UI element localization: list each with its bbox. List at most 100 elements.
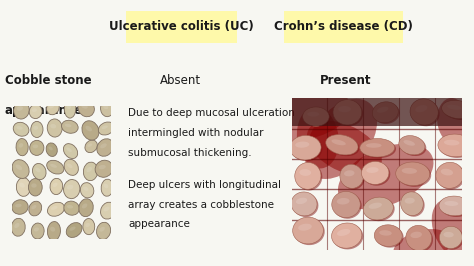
Ellipse shape [31,223,44,239]
Text: intermingled with nodular: intermingled with nodular [128,128,264,138]
Ellipse shape [11,218,25,236]
Ellipse shape [303,107,329,126]
Ellipse shape [363,163,390,186]
Ellipse shape [300,169,311,176]
Ellipse shape [439,135,474,158]
Ellipse shape [104,184,108,188]
Ellipse shape [64,144,78,159]
Ellipse shape [47,222,61,241]
Ellipse shape [30,140,44,155]
Ellipse shape [331,139,346,145]
Ellipse shape [64,159,78,175]
Ellipse shape [81,183,94,198]
Ellipse shape [307,121,382,176]
Ellipse shape [67,205,73,209]
Ellipse shape [78,99,94,117]
Ellipse shape [291,192,317,216]
Ellipse shape [46,101,59,115]
Ellipse shape [333,100,362,125]
Ellipse shape [438,134,473,157]
Ellipse shape [373,102,398,123]
Text: Due to deep mucosal ulceration: Due to deep mucosal ulceration [128,108,295,118]
Ellipse shape [35,168,40,172]
Ellipse shape [447,105,461,110]
Ellipse shape [292,193,319,217]
Ellipse shape [439,226,462,248]
Ellipse shape [360,139,395,157]
Ellipse shape [369,203,382,209]
Ellipse shape [401,168,417,174]
Ellipse shape [441,169,453,176]
Ellipse shape [445,201,458,206]
Ellipse shape [83,187,89,191]
Ellipse shape [361,140,396,158]
Ellipse shape [327,136,359,156]
Ellipse shape [101,126,108,129]
Ellipse shape [67,185,73,190]
Ellipse shape [298,224,312,231]
Ellipse shape [16,164,22,170]
Ellipse shape [402,193,425,217]
Ellipse shape [366,167,379,173]
Ellipse shape [444,232,454,238]
Ellipse shape [436,162,464,188]
Text: Crohn’s disease (CD): Crohn’s disease (CD) [274,20,413,33]
Ellipse shape [104,207,109,211]
Ellipse shape [332,223,362,248]
Text: Absent: Absent [160,74,201,88]
Ellipse shape [19,183,25,188]
Ellipse shape [295,163,321,189]
FancyBboxPatch shape [292,98,462,126]
Ellipse shape [87,143,92,147]
Ellipse shape [405,198,415,204]
FancyBboxPatch shape [126,11,237,43]
Ellipse shape [66,223,82,238]
Ellipse shape [48,147,53,150]
Ellipse shape [31,183,36,188]
Text: Ulcerative colitis (UC): Ulcerative colitis (UC) [109,20,254,33]
Ellipse shape [33,126,38,130]
Ellipse shape [101,179,113,196]
Ellipse shape [83,162,98,181]
Ellipse shape [66,147,72,152]
Ellipse shape [377,107,388,113]
Ellipse shape [65,124,72,127]
Ellipse shape [439,196,470,216]
Ellipse shape [29,201,42,216]
Ellipse shape [337,229,350,236]
Text: Cobble stone: Cobble stone [5,74,91,88]
Ellipse shape [62,120,78,133]
Text: array creates a cobblestone: array creates a cobblestone [128,200,274,210]
Ellipse shape [415,105,428,112]
Ellipse shape [100,101,114,117]
Ellipse shape [17,178,31,196]
Ellipse shape [50,164,57,168]
Ellipse shape [295,142,310,148]
Ellipse shape [291,137,322,161]
Ellipse shape [406,225,432,251]
Ellipse shape [100,143,107,148]
Ellipse shape [13,122,29,136]
Ellipse shape [47,160,64,174]
Ellipse shape [410,99,438,125]
Ellipse shape [410,232,422,238]
Ellipse shape [99,165,106,169]
Ellipse shape [441,227,464,250]
Ellipse shape [304,108,330,127]
Ellipse shape [85,223,90,227]
Ellipse shape [69,227,76,231]
Text: appearance: appearance [128,219,190,230]
Ellipse shape [32,108,37,112]
Text: submucosal thickening.: submucosal thickening. [128,148,252,158]
Ellipse shape [443,102,474,120]
Ellipse shape [50,124,56,128]
Ellipse shape [31,205,36,209]
Ellipse shape [305,99,377,179]
Ellipse shape [362,161,389,184]
Ellipse shape [326,135,358,155]
Ellipse shape [86,167,92,172]
Ellipse shape [47,202,64,216]
Ellipse shape [67,163,73,168]
Ellipse shape [440,197,471,217]
Ellipse shape [296,164,322,190]
